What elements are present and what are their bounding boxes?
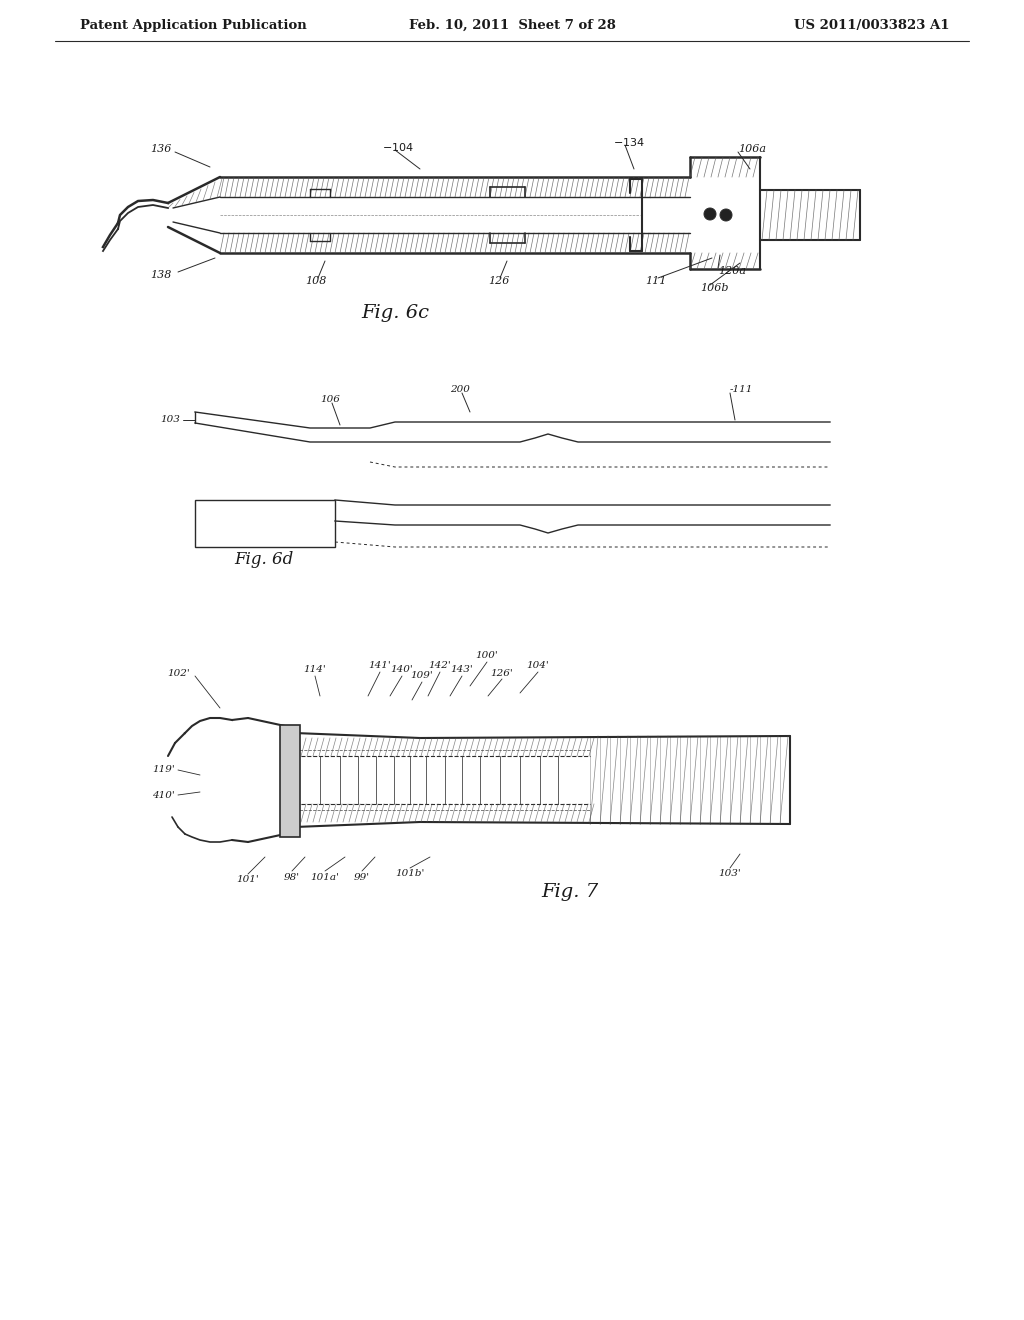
Text: 101': 101' (237, 875, 259, 884)
Text: 106: 106 (319, 396, 340, 404)
Text: 108: 108 (305, 276, 327, 286)
Text: Fig. 6c: Fig. 6c (361, 304, 429, 322)
Text: 99': 99' (354, 873, 370, 882)
Text: 142': 142' (429, 661, 452, 671)
Text: 120a: 120a (718, 267, 746, 276)
Text: 109': 109' (411, 672, 433, 681)
Text: 103: 103 (160, 416, 180, 425)
Text: 410': 410' (153, 791, 175, 800)
Text: Patent Application Publication: Patent Application Publication (80, 18, 307, 32)
Bar (280, 725, 300, 837)
Text: 138: 138 (151, 271, 172, 280)
Text: 106b: 106b (700, 282, 728, 293)
Text: 143': 143' (451, 665, 473, 675)
Text: 106a: 106a (738, 144, 766, 154)
Text: 102': 102' (167, 668, 190, 677)
Bar (195, 500, 335, 546)
Text: 103': 103' (719, 870, 741, 879)
Text: 104': 104' (526, 661, 549, 671)
Text: 141': 141' (369, 661, 391, 671)
Circle shape (720, 209, 732, 220)
Text: 119': 119' (153, 766, 175, 775)
Text: -111: -111 (730, 385, 754, 395)
Text: 126': 126' (490, 668, 513, 677)
Text: 114': 114' (304, 665, 327, 675)
Text: Fig. 7: Fig. 7 (542, 883, 599, 902)
Text: Fig. 6d: Fig. 6d (234, 552, 294, 569)
Text: 101a': 101a' (310, 873, 339, 882)
Text: $\mathit{-104}$: $\mathit{-104}$ (382, 141, 414, 153)
Text: $\mathit{-134}$: $\mathit{-134}$ (613, 136, 645, 148)
Text: 98': 98' (284, 873, 300, 882)
Text: 101b': 101b' (395, 870, 425, 879)
Text: 100': 100' (475, 652, 499, 660)
Text: US 2011/0033823 A1: US 2011/0033823 A1 (795, 18, 950, 32)
Text: 200: 200 (450, 385, 470, 395)
Circle shape (705, 209, 716, 220)
Text: 140': 140' (390, 665, 414, 675)
Text: 111: 111 (645, 276, 667, 286)
Text: 136: 136 (151, 144, 172, 154)
Text: 126: 126 (488, 276, 509, 286)
Text: Feb. 10, 2011  Sheet 7 of 28: Feb. 10, 2011 Sheet 7 of 28 (409, 18, 615, 32)
